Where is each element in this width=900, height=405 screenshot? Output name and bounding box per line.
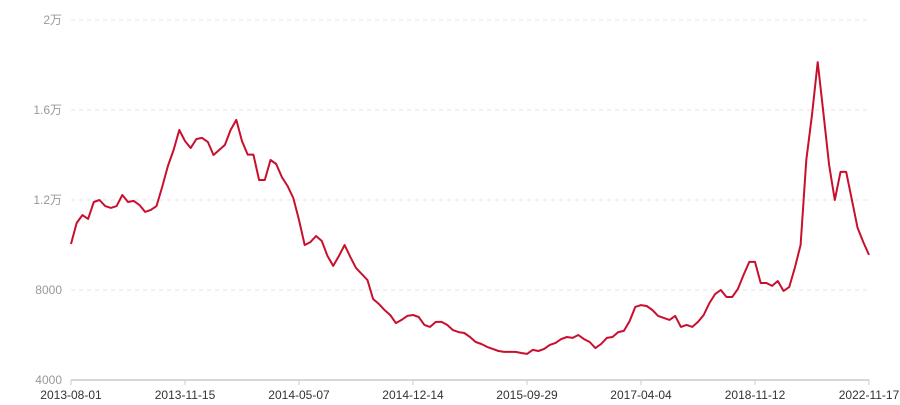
- x-tick-label: 2014-12-14: [382, 388, 444, 400]
- x-tick-label: 2013-11-15: [155, 388, 216, 400]
- x-axis: 2013-08-01 2013-11-15 2014-05-07 2014-12-14…: [40, 380, 899, 400]
- x-tick-label: 2014-05-07: [268, 388, 330, 400]
- x-tick-label: 2022-11-17: [839, 388, 900, 400]
- y-axis: 4000 8000 1.2万 1.6万 2万: [33, 13, 62, 387]
- grid-lines: [71, 20, 869, 290]
- y-tick-label: 4000: [35, 373, 62, 387]
- y-tick-label: 1.2万: [33, 193, 62, 207]
- series-line: [71, 62, 869, 354]
- series-layer: [71, 62, 869, 354]
- y-tick-label: 8000: [35, 283, 62, 297]
- x-tick-label: 2013-08-01: [40, 388, 102, 400]
- x-tick-label: 2017-04-04: [610, 388, 672, 400]
- y-tick-label: 1.6万: [33, 103, 62, 117]
- y-tick-label: 2万: [43, 13, 62, 27]
- x-tick-label: 2015-09-29: [496, 388, 558, 400]
- x-tick-label: 2018-11-12: [725, 388, 786, 400]
